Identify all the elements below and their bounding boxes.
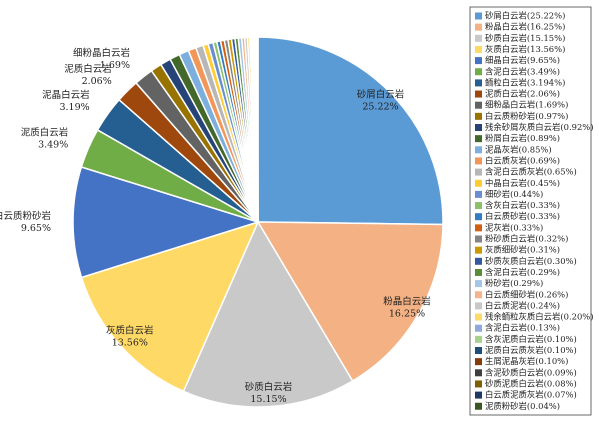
legend-label: 白云质粉砂岩(0.97%)	[485, 111, 568, 121]
legend-label: 粉砂岩(0.29%)	[485, 278, 543, 288]
legend-swatch	[475, 335, 482, 343]
legend-swatch	[475, 57, 482, 65]
legend-label: 白云质泥岩(0.24%)	[485, 300, 560, 310]
slice-value-label: 15.15%	[250, 394, 286, 405]
pie-slice	[257, 36, 444, 226]
legend-label: 白云质灰岩(0.69%)	[485, 155, 560, 165]
legend-swatch	[475, 313, 482, 321]
legend-swatch	[475, 391, 482, 399]
legend-label: 白云质细砂岩(0.26%)	[485, 289, 568, 299]
legend-label: 泥质粉砂岩(0.04%)	[485, 401, 560, 411]
legend-label: 中晶白云岩(0.45%)	[485, 178, 560, 188]
legend-label: 含泥白云质灰岩(0.65%)	[485, 167, 577, 177]
legend-label: 含泥白云岩(3.49%)	[485, 66, 560, 76]
legend-swatch	[475, 235, 482, 243]
legend-label: 含泥白云岩(0.13%)	[485, 323, 560, 333]
legend-swatch	[475, 324, 482, 332]
legend-box	[469, 6, 592, 416]
legend-label: 残余砂屑灰质白云岩(0.92%)	[485, 122, 594, 132]
legend-swatch	[475, 12, 482, 20]
legend-label: 粉砂质白云岩(0.32%)	[485, 234, 568, 244]
legend-swatch	[475, 402, 482, 410]
legend-swatch	[475, 380, 482, 388]
pie-slice	[72, 166, 261, 279]
legend-swatch	[475, 179, 482, 187]
legend-swatch	[475, 90, 482, 98]
legend-label: 鲕粒白云岩(3.194%)	[485, 77, 565, 87]
legend-label: 生屑泥晶灰岩(0.10%)	[485, 356, 568, 366]
legend-label: 含泥白云岩(0.29%)	[485, 267, 560, 277]
legend-swatch	[475, 268, 482, 276]
legend-label: 残余鲕粒灰质白云岩(0.20%)	[485, 312, 594, 322]
legend-label: 泥灰岩(0.33%)	[485, 222, 543, 232]
legend-swatch	[475, 358, 482, 366]
legend: 砂屑白云岩(25.22%)粉晶白云岩(16.25%)砂质白云岩(15.15%)灰…	[475, 11, 594, 411]
legend-label: 砂质白云岩(15.15%)	[485, 33, 565, 43]
legend-swatch	[475, 257, 482, 265]
pie-slice	[182, 220, 354, 408]
legend-swatch	[475, 45, 482, 53]
slice-value-label: 9.65%	[21, 223, 51, 234]
pie-slice	[256, 221, 444, 383]
slice-name: 细粉晶白云岩	[73, 47, 130, 59]
legend-label: 含灰白云岩(0.33%)	[485, 200, 560, 210]
legend-label: 含灰泥质白云岩(0.10%)	[485, 334, 577, 344]
legend-swatch	[475, 369, 482, 377]
slice-name: 泥晶白云岩	[42, 89, 90, 101]
slice-name: 砂屑白云岩	[357, 89, 405, 101]
legend-label: 细晶白云岩(9.65%)	[485, 55, 560, 65]
legend-swatch	[475, 291, 482, 299]
legend-label: 砂质灰质白云岩(0.30%)	[485, 256, 577, 266]
legend-swatch	[475, 224, 482, 232]
slice-value-label: 3.49%	[38, 140, 68, 151]
slice-value-label: 3.19%	[59, 102, 89, 113]
legend-swatch	[475, 135, 482, 143]
legend-swatch	[475, 213, 482, 221]
legend-swatch	[475, 34, 482, 42]
legend-label: 泥晶灰岩(0.85%)	[485, 144, 552, 154]
legend-swatch	[475, 101, 482, 109]
legend-swatch	[475, 124, 482, 131]
slice-name: 泥质白云岩	[64, 63, 112, 75]
slice-value-label: 13.56%	[112, 337, 148, 348]
legend-swatch	[475, 146, 482, 154]
legend-label: 泥质白云质灰岩(0.10%)	[485, 345, 577, 355]
slice-name: 砂质白云岩	[245, 381, 293, 393]
legend-swatch	[475, 79, 482, 87]
slice-name: 白云质粉砂岩	[0, 210, 51, 222]
legend-swatch	[475, 168, 482, 176]
legend-label: 砂屑白云岩(25.22%)	[485, 11, 565, 21]
legend-swatch	[475, 202, 482, 210]
slice-name: 泥质白云岩	[21, 127, 69, 139]
legend-label: 泥质白云岩(2.06%)	[485, 89, 560, 99]
legend-swatch	[475, 23, 482, 31]
slice-value-label: 16.25%	[389, 309, 425, 320]
legend-swatch	[475, 347, 482, 354]
legend-label: 灰质细砂岩(0.31%)	[485, 245, 560, 255]
slice-value-label: 25.22%	[362, 102, 398, 113]
legend-swatch	[475, 280, 482, 288]
legend-label: 白云质泥质灰岩(0.07%)	[485, 390, 577, 400]
legend-swatch	[475, 112, 482, 120]
legend-label: 细粉晶白云岩(1.69%)	[485, 100, 568, 110]
legend-swatch	[475, 190, 482, 198]
slice-name: 灰质白云岩	[106, 324, 154, 336]
legend-label: 砂质泥质白云岩(0.08%)	[485, 378, 577, 388]
slice-value-label: 2.06%	[82, 76, 112, 87]
legend-label: 白云质砂岩(0.33%)	[485, 211, 560, 221]
legend-label: 含泥砂质白云岩(0.09%)	[485, 367, 577, 377]
slice-name: 粉晶白云岩	[383, 296, 431, 308]
legend-swatch	[475, 302, 482, 310]
legend-label: 粉晶白云岩(16.25%)	[485, 22, 565, 32]
legend-swatch	[475, 246, 482, 254]
slice-value-label: 1.69%	[100, 60, 130, 71]
legend-swatch	[475, 157, 482, 165]
legend-label: 灰质白云岩(13.56%)	[485, 44, 565, 54]
legend-swatch	[475, 68, 482, 76]
legend-label: 细砂岩(0.44%)	[485, 189, 543, 199]
legend-label: 粉屑白云岩(0.89%)	[485, 133, 560, 143]
